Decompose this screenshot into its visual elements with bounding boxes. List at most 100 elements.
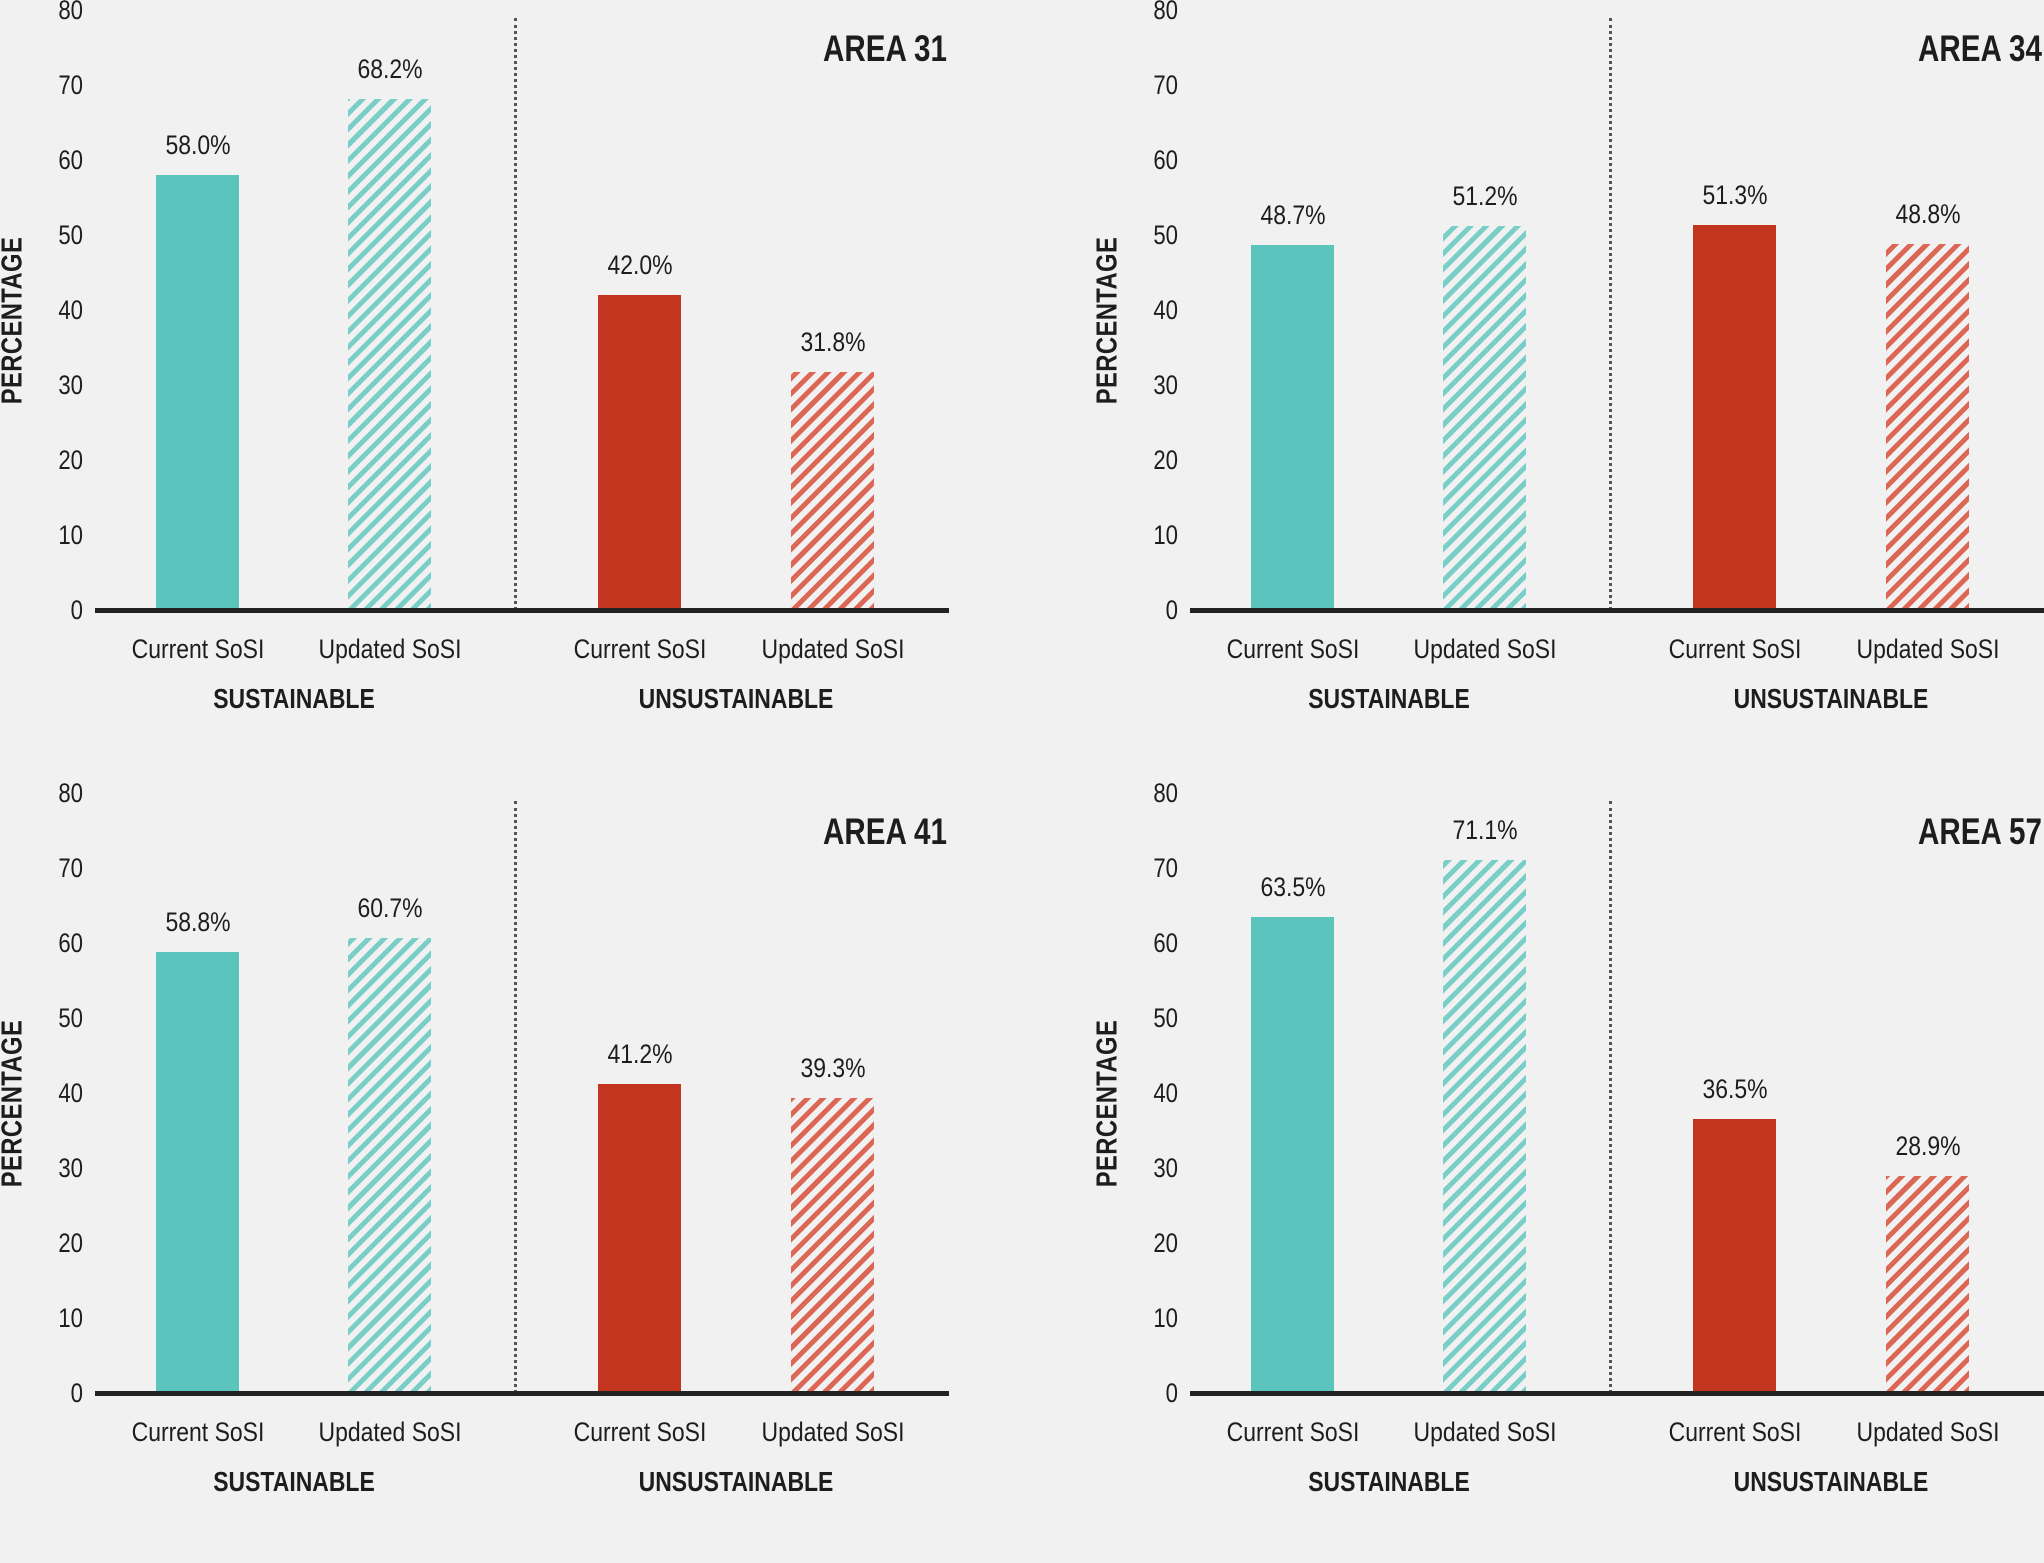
y-tick-label: 50	[58, 1003, 83, 1033]
x-axis-line	[1190, 608, 2044, 613]
bar-value-label: 31.8%	[799, 326, 866, 357]
x-category-label: Current SoSI	[573, 1417, 706, 1447]
bar-value-label: 58.8%	[164, 907, 231, 937]
y-tick-label: 20	[58, 445, 83, 475]
chart-title: AREA 31	[823, 28, 947, 69]
bar-value-label: 51.2%	[1451, 181, 1518, 211]
bar-unsustainable-current	[598, 1084, 681, 1393]
x-category-label: Updated SoSI	[761, 1417, 904, 1447]
bar-value-label: 48.8%	[1894, 199, 1961, 229]
y-tick-label: 60	[58, 145, 83, 175]
y-tick-label: 0	[70, 1378, 83, 1408]
chart-title: AREA 41	[823, 811, 947, 852]
y-tick-label: 70	[58, 853, 83, 883]
x-axis-line	[95, 608, 949, 613]
group-divider	[514, 18, 517, 610]
bar-unsustainable-current	[1693, 1119, 1776, 1393]
y-tick-label: 0	[70, 595, 83, 625]
y-tick-label: 80	[1153, 778, 1178, 808]
bar-value-label: 71.1%	[1451, 814, 1518, 845]
x-category-label: Current SoSI	[1226, 634, 1359, 664]
chart-title: AREA 34	[1918, 28, 2042, 69]
bar-unsustainable-updated	[1886, 1176, 1969, 1393]
group-divider	[514, 801, 517, 1393]
y-tick-label: 50	[1153, 220, 1178, 250]
y-tick-label: 0	[1165, 595, 1178, 625]
x-category-label: Updated SoSI	[318, 634, 461, 664]
bar-value-label: 36.5%	[1701, 1074, 1768, 1105]
bar-value-label: 68.2%	[356, 53, 423, 84]
y-tick-label: 70	[1153, 70, 1178, 100]
y-tick-label: 40	[1153, 295, 1178, 325]
y-tick-label: 60	[58, 928, 83, 958]
group-divider	[1609, 801, 1612, 1393]
bar-sustainable-updated	[348, 937, 431, 1393]
x-category-label: Updated SoSI	[1413, 1417, 1556, 1447]
y-tick-label: 80	[58, 0, 83, 25]
y-tick-label: 50	[58, 220, 83, 250]
group-label: SUSTAINABLE	[1307, 1466, 1470, 1497]
group-label: UNSUSTAINABLE	[638, 683, 834, 714]
bar-sustainable-updated	[1443, 226, 1526, 610]
bar-value-label: 63.5%	[1259, 871, 1326, 902]
x-category-label: Updated SoSI	[761, 634, 904, 664]
bar-sustainable-current	[156, 175, 239, 610]
y-axis-label: PERCENTAGE	[1091, 236, 1124, 405]
chart-panel: 0 10 20 30 40 50 60 70 80 PERCENTAGE AREA 57 63.5% 7…	[1091, 778, 2044, 1563]
x-category-label: Updated SoSI	[1856, 1417, 1999, 1447]
y-tick-label: 60	[1153, 928, 1178, 958]
bar-value-label: 42.0%	[606, 250, 673, 280]
group-label: SUSTAINABLE	[212, 1466, 375, 1497]
x-category-label: Current SoSI	[131, 634, 264, 664]
bar-value-label: 51.3%	[1701, 180, 1768, 211]
y-tick-label: 10	[1153, 520, 1178, 550]
chart-panel: 0 10 20 30 40 50 60 70 80 PERCENTAGE AREA 34 48.7% 5…	[1091, 0, 2044, 780]
y-tick-label: 20	[1153, 1228, 1178, 1258]
y-tick-label: 80	[1153, 0, 1178, 25]
x-axis-line	[95, 1391, 949, 1396]
x-category-label: Updated SoSI	[1856, 634, 1999, 664]
chart-panel: 0 10 20 30 40 50 60 70 80 PERCENTAGE AREA 31 58.0% 6…	[0, 0, 1000, 780]
x-axis-line	[1190, 1391, 2044, 1396]
y-tick-label: 60	[1153, 145, 1178, 175]
group-label: UNSUSTAINABLE	[1733, 683, 1929, 714]
y-tick-label: 30	[58, 370, 83, 400]
bar-value-label: 39.3%	[799, 1053, 866, 1084]
bar-sustainable-current	[1251, 244, 1334, 610]
bar-value-label: 58.0%	[164, 130, 231, 160]
x-category-label: Current SoSI	[1668, 1417, 1801, 1447]
group-divider	[1609, 18, 1612, 610]
bar-value-label: 28.9%	[1894, 1131, 1961, 1162]
x-category-label: Current SoSI	[1226, 1417, 1359, 1447]
group-label: SUSTAINABLE	[1307, 683, 1470, 714]
y-tick-label: 40	[1153, 1078, 1178, 1108]
y-axis-label: PERCENTAGE	[1091, 1019, 1124, 1188]
y-tick-label: 40	[58, 295, 83, 325]
y-tick-label: 30	[1153, 370, 1178, 400]
bar-value-label: 60.7%	[356, 892, 423, 923]
group-label: UNSUSTAINABLE	[638, 1466, 834, 1497]
group-label: UNSUSTAINABLE	[1733, 1466, 1929, 1497]
bar-value-label: 41.2%	[606, 1039, 673, 1069]
y-tick-label: 30	[58, 1153, 83, 1183]
bar-unsustainable-current	[598, 295, 681, 610]
y-tick-label: 10	[58, 520, 83, 550]
y-tick-label: 10	[58, 1303, 83, 1333]
bar-sustainable-current	[156, 952, 239, 1393]
y-tick-label: 50	[1153, 1003, 1178, 1033]
x-category-label: Updated SoSI	[318, 1417, 461, 1447]
bar-sustainable-updated	[348, 98, 431, 610]
bar-value-label: 48.7%	[1259, 199, 1326, 230]
y-tick-label: 10	[1153, 1303, 1178, 1333]
y-tick-label: 0	[1165, 1378, 1178, 1408]
bar-unsustainable-updated	[791, 371, 874, 610]
bar-unsustainable-updated	[1886, 244, 1969, 610]
x-category-label: Updated SoSI	[1413, 634, 1556, 664]
y-axis-label: PERCENTAGE	[0, 236, 29, 405]
chart-title: AREA 57	[1918, 811, 2042, 852]
y-tick-label: 40	[58, 1078, 83, 1108]
bar-sustainable-current	[1251, 916, 1334, 1393]
y-tick-label: 20	[58, 1228, 83, 1258]
bar-unsustainable-updated	[791, 1098, 874, 1393]
x-category-label: Current SoSI	[131, 1417, 264, 1447]
